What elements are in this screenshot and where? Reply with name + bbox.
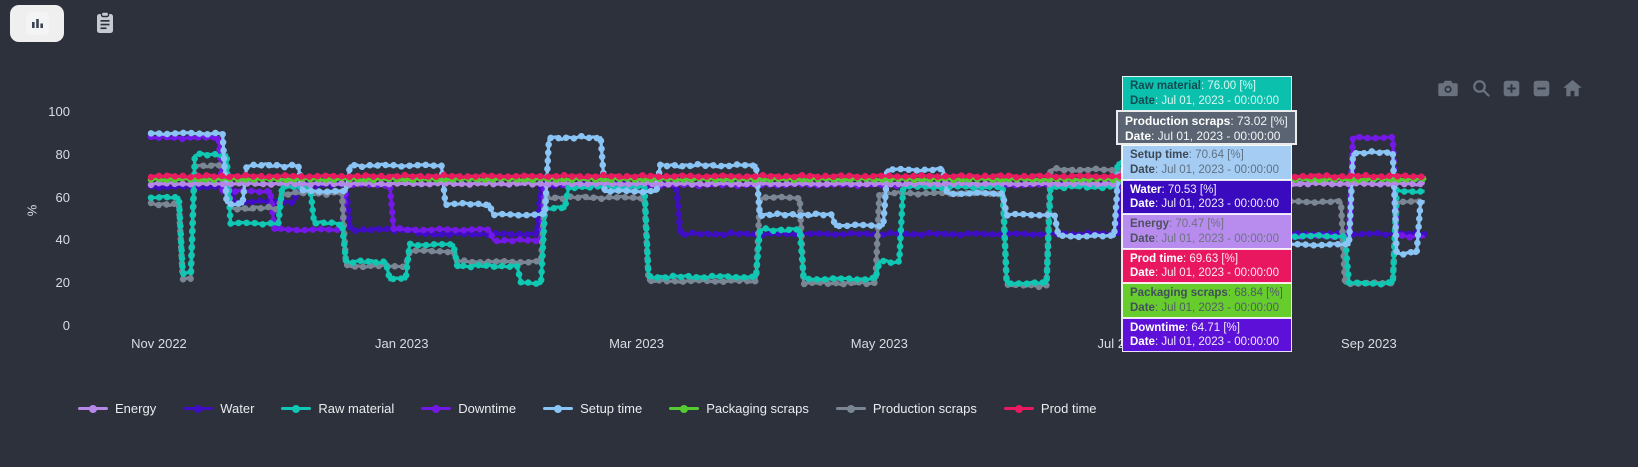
zoom-in-icon: [1503, 80, 1520, 100]
legend-item-prod-time[interactable]: Prod time: [1003, 401, 1097, 416]
x-axis-tick: Mar 2023: [609, 336, 665, 351]
x-axis-tick: May 2023: [850, 336, 908, 351]
legend-label: Production scraps: [872, 401, 977, 416]
y-axis-tick: 80: [55, 146, 70, 162]
legend-label: Packaging scraps: [706, 401, 809, 416]
camera-icon: [1438, 80, 1459, 100]
zoom-out-icon: [1533, 80, 1550, 100]
home-icon: [1563, 79, 1582, 100]
legend-label: Prod time: [1040, 401, 1097, 416]
tooltip-row-raw-material: Raw material: 76.00 [%] Date: Jul 01, 202…: [1122, 76, 1292, 111]
tooltip-row-downtime: Downtime: 64.71 [%] Date: Jul 01, 2023 - …: [1122, 317, 1292, 352]
legend-item-raw-material[interactable]: Raw material: [281, 401, 394, 416]
tooltip-row-energy: Energy: 70.47 [%] Date: Jul 01, 2023 - 00…: [1122, 214, 1292, 249]
legend-marker: [421, 402, 452, 416]
legend-item-water[interactable]: Water: [183, 401, 254, 416]
chart-view-button[interactable]: [10, 5, 64, 42]
legend-item-packaging-scraps[interactable]: Packaging scraps: [669, 401, 809, 416]
legend-label: Raw material: [318, 401, 395, 416]
legend-item-downtime[interactable]: Downtime: [421, 401, 516, 416]
x-axis-tick: Nov 2022: [131, 336, 187, 351]
legend-marker: [835, 402, 866, 416]
modebar-button-zoom[interactable]: [1472, 79, 1490, 100]
legend-marker: [281, 402, 312, 416]
y-axis-tick: 40: [55, 232, 70, 248]
table-view-button[interactable]: [88, 7, 122, 41]
modebar-button-zoom-out[interactable]: [1533, 80, 1550, 100]
y-axis-tick: 0: [62, 318, 70, 333]
legend-label: Setup time: [580, 401, 643, 416]
legend: Energy Water Raw material Downtime Setup tim…: [78, 401, 1097, 416]
bar-chart-icon: [25, 12, 49, 35]
clipboard-icon: [95, 10, 115, 38]
legend-item-energy[interactable]: Energy: [78, 401, 156, 416]
modebar-button-camera[interactable]: [1438, 80, 1459, 100]
x-axis-tick: Jan 2023: [374, 336, 429, 351]
tooltip-row-water: Water: 70.53 [%] Date: Jul 01, 2023 - 00:…: [1122, 179, 1292, 214]
modebar-button-zoom-in[interactable]: [1503, 80, 1520, 100]
x-axis-tick: Sep 2023: [1341, 336, 1397, 351]
y-axis-tick: 20: [55, 275, 70, 291]
legend-marker: [543, 402, 574, 416]
legend-marker: [669, 402, 700, 416]
modebar-button-home[interactable]: [1563, 79, 1582, 100]
legend-item-setup-time[interactable]: Setup time: [543, 401, 642, 416]
legend-label: Energy: [115, 401, 157, 416]
legend-label: Downtime: [458, 401, 517, 416]
legend-label: Water: [220, 401, 255, 416]
tooltip-row-packaging-scraps: Packaging scraps: 68.84 [%] Date: Jul 01,…: [1122, 283, 1292, 318]
y-axis-tick: 60: [55, 189, 70, 205]
zoom-icon: [1472, 79, 1490, 100]
legend-item-production-scraps[interactable]: Production scraps: [835, 401, 977, 416]
legend-marker: [1003, 402, 1034, 416]
legend-marker: [183, 402, 214, 416]
legend-marker: [78, 402, 108, 416]
tooltip-row-prod-time: Prod time: 69.63 [%] Date: Jul 01, 2023 -…: [1122, 248, 1292, 283]
tooltip-row-production-scraps: Production scraps: 73.02 [%] Date: Jul 01…: [1116, 110, 1297, 145]
series-line-setup-time: [147, 129, 1428, 258]
y-axis-tick: 100: [48, 104, 70, 119]
modebar: [1438, 79, 1582, 100]
tooltip-row-setup-time: Setup time: 70.64 [%] Date: Jul 01, 2023 …: [1122, 145, 1292, 180]
